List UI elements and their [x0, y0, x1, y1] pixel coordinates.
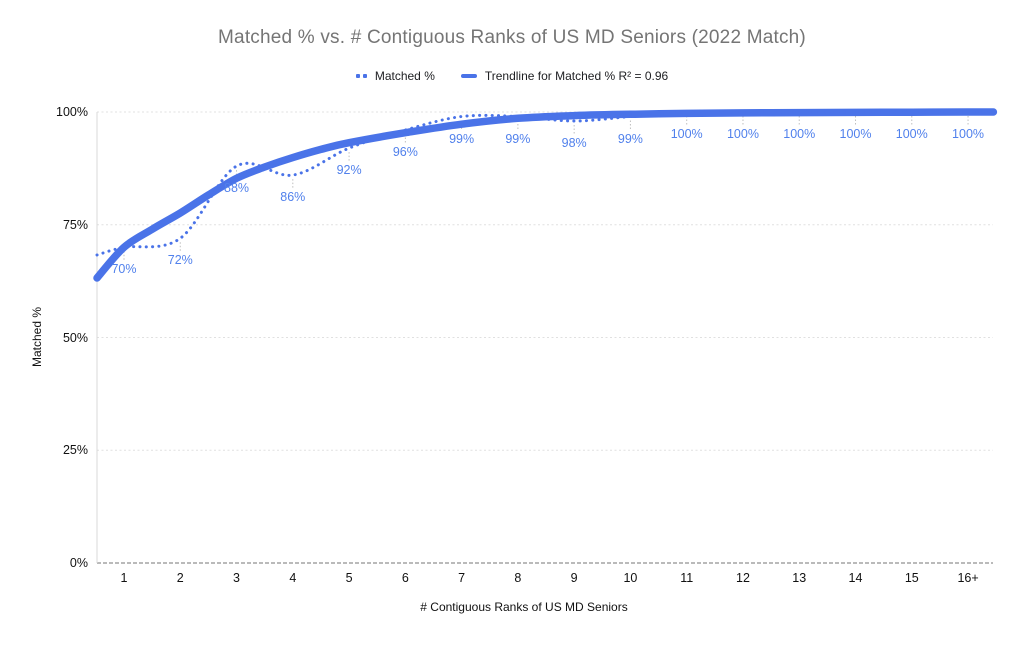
dotted-series-swatch-icon [355, 74, 367, 78]
data-point-label: 100% [895, 127, 928, 141]
trendline-swatch-icon [460, 74, 477, 78]
matched-series-dotted-path [95, 110, 995, 257]
x-tick-label: 3 [233, 571, 241, 585]
x-axis-title: # Contiguous Ranks of US MD Seniors [420, 600, 628, 614]
data-point-label: 100% [839, 127, 872, 141]
x-tick-label: 9 [570, 571, 578, 585]
data-point-label: 100% [726, 127, 759, 141]
x-tick-label: 1 [120, 571, 128, 585]
y-tick-label: 50% [62, 330, 88, 345]
data-point-label: 99% [449, 131, 475, 146]
x-tick-label: 14 [848, 571, 863, 585]
x-tick-label: 2 [176, 571, 184, 585]
data-point-label: 70% [111, 262, 137, 277]
x-tick-label: 13 [792, 571, 807, 585]
y-tick-label: 100% [56, 105, 88, 119]
x-tick-label: 5 [345, 571, 353, 585]
trendline-path [93, 108, 998, 282]
legend-label-matched: Matched % [374, 69, 435, 83]
data-point-label: 92% [336, 163, 362, 178]
chart-title: Matched % vs. # Contiguous Ranks of US M… [218, 27, 806, 48]
x-tick-label: 15 [904, 571, 919, 585]
x-tick-label: 7 [458, 571, 466, 585]
data-point-label: 72% [167, 253, 193, 268]
x-tick-label: 8 [514, 571, 522, 585]
x-tick-label: 11 [680, 571, 694, 585]
y-tick-label: 75% [62, 217, 88, 232]
data-point-label: 96% [392, 145, 418, 160]
data-point-label: 88% [224, 181, 250, 196]
data-point-label: 100% [783, 127, 816, 141]
data-point-label: 99% [505, 131, 531, 146]
x-tick-label: 16+ [957, 571, 979, 585]
x-tick-label: 6 [401, 571, 409, 585]
legend-label-trendline: Trendline for Matched % R² = 0.96 [484, 69, 669, 83]
x-tick-label: 12 [736, 571, 750, 585]
y-tick-label: 25% [62, 443, 88, 458]
data-point-label: 86% [280, 190, 306, 205]
legend: Matched % Trendline for Matched % R² = 0… [0, 69, 1024, 83]
data-point-label: 99% [617, 131, 643, 146]
y-tick-label: 0% [69, 556, 88, 570]
x-tick-label: 10 [623, 571, 638, 585]
x-tick-label: 4 [289, 571, 297, 585]
data-point-label: 98% [561, 136, 587, 151]
legend-item-matched: Matched % [355, 69, 435, 83]
data-point-label: 100% [952, 127, 985, 141]
data-point-label: 100% [670, 127, 703, 141]
legend-item-trendline: Trendline for Matched % R² = 0.96 [460, 69, 669, 83]
